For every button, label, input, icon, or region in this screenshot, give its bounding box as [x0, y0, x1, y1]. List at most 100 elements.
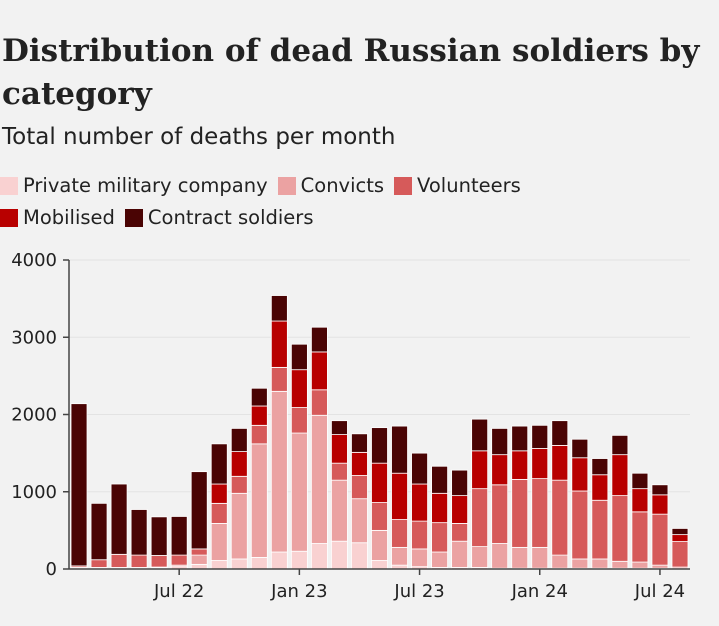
bar-segment-convicts-22: [511, 546, 529, 569]
bar-segment-contract-soldiers-13: [331, 420, 348, 435]
bar-segment-private-military-company-15: [371, 560, 388, 570]
bar-segment-contract-soldiers-15: [371, 427, 388, 464]
bar-segment-mobilised-10: [270, 320, 288, 368]
legend-label-private-military-company: Private military company: [23, 174, 268, 197]
bar-segment-volunteers-9: [250, 424, 268, 445]
legend-swatch-private-military-company: [0, 177, 18, 195]
bar-segment-contract-soldiers-18: [431, 465, 448, 494]
bar-segment-convicts-8: [230, 492, 248, 560]
bar-segment-contract-soldiers-8: [230, 428, 248, 452]
bar-segment-private-military-company-7: [210, 560, 228, 570]
bar-segment-volunteers-11: [290, 407, 308, 434]
bar-segment-contract-soldiers-19: [451, 469, 469, 497]
bar-segment-private-military-company-9: [250, 557, 268, 570]
bar-segment-mobilised-30: [671, 534, 689, 542]
bar-segment-contract-soldiers-14: [351, 433, 368, 453]
bar-segment-mobilised-17: [411, 483, 428, 522]
bar-segment-mobilised-8: [230, 451, 248, 477]
bar-segment-private-military-company-11: [290, 550, 308, 570]
legend-label-volunteers: Volunteers: [417, 174, 521, 197]
bar-segment-convicts-9: [250, 443, 268, 558]
bar-segment-convicts-19: [451, 540, 469, 568]
bar-segment-mobilised-14: [351, 451, 368, 476]
bar-segment-contract-soldiers-3: [130, 509, 148, 556]
bar-segment-mobilised-23: [531, 448, 549, 480]
y-tick-label-1000: 1000: [11, 482, 57, 503]
bar-segment-convicts-24: [551, 554, 569, 569]
legend-swatch-contract-soldiers: [124, 209, 143, 227]
bar-segment-convicts-17: [411, 548, 428, 568]
y-tick-label-2000: 2000: [11, 405, 57, 426]
bar-segment-private-military-company-12: [311, 543, 328, 570]
bar-segment-volunteers-30: [671, 541, 689, 568]
bar-segment-mobilised-27: [611, 454, 629, 497]
bar-segment-volunteers-18: [431, 522, 448, 553]
bar-segment-volunteers-15: [371, 502, 388, 531]
bar-segment-volunteers-17: [411, 520, 428, 550]
bar-segment-contract-soldiers-1: [90, 502, 108, 561]
bar-segment-convicts-16: [391, 546, 408, 566]
bar-segment-mobilised-21: [491, 454, 509, 486]
bar-segment-convicts-27: [611, 560, 629, 569]
stacked-bar-chart: 0 1000 2000 3000 4000 Jul 22 Jan 23 Jul 23 Jan 2…: [11, 250, 690, 602]
bar-segment-convicts-25: [571, 558, 589, 569]
bar-segment-private-military-company-10: [270, 551, 288, 570]
x-tick-label-11: Jan 23: [270, 581, 327, 602]
bar-segment-contract-soldiers-2: [110, 483, 128, 555]
x-tick-label-29: Jul 24: [634, 581, 685, 602]
bar-segment-mobilised-16: [391, 472, 408, 520]
bar-segment-convicts-18: [431, 551, 448, 568]
bar-segment-convicts-14: [351, 498, 368, 544]
bar-segment-contract-soldiers-25: [571, 438, 589, 459]
legend-swatch-convicts: [277, 177, 296, 195]
bar-segment-contract-soldiers-4: [150, 516, 168, 556]
bar-segment-convicts-12: [311, 414, 328, 544]
bar-segment-mobilised-20: [471, 450, 489, 490]
bar-segment-contract-soldiers-17: [411, 452, 428, 485]
bar-segment-mobilised-7: [210, 483, 228, 504]
bar-segment-contract-soldiers-16: [391, 425, 408, 474]
bar-segment-contract-soldiers-0: [70, 403, 88, 567]
bar-segment-mobilised-29: [651, 494, 669, 515]
legend-item-volunteers: Volunteers: [394, 174, 521, 198]
legend-label-mobilised: Mobilised: [23, 206, 115, 229]
bar-segment-contract-soldiers-23: [531, 424, 549, 449]
bar-segment-private-military-company-8: [230, 558, 248, 570]
bar-segment-contract-soldiers-26: [591, 458, 609, 476]
bar-segment-convicts-15: [371, 529, 388, 561]
bar-segment-mobilised-19: [451, 495, 469, 524]
x-tick-label-5: Jul 22: [153, 581, 204, 602]
bar-segment-contract-soldiers-20: [471, 418, 489, 452]
bar-segment-convicts-7: [210, 523, 228, 561]
chart-legend: Private military company Convicts Volunt…: [0, 174, 715, 230]
bar-segment-convicts-23: [531, 546, 549, 569]
bar-segment-volunteers-24: [551, 479, 569, 556]
bar-segment-contract-soldiers-7: [210, 443, 228, 485]
bar-segment-volunteers-13: [331, 462, 348, 481]
legend-label-contract-soldiers: Contract soldiers: [147, 206, 314, 229]
bar-segment-volunteers-4: [150, 555, 168, 568]
bar-segment-mobilised-12: [311, 351, 328, 391]
bar-segment-volunteers-19: [451, 523, 469, 542]
bar-segment-contract-soldiers-28: [631, 472, 649, 490]
bar-segment-mobilised-11: [290, 369, 308, 408]
y-tick-label-0: 0: [46, 559, 57, 580]
bar-segment-mobilised-9: [250, 405, 268, 426]
bar-segment-convicts-28: [631, 561, 649, 569]
bar-segment-volunteers-2: [110, 553, 128, 568]
bar-segment-mobilised-25: [571, 457, 589, 492]
bar-segment-volunteers-5: [170, 554, 188, 566]
bar-segment-contract-soldiers-5: [170, 516, 188, 556]
legend-label-convicts: Convicts: [300, 174, 385, 197]
bar-segment-mobilised-22: [511, 450, 529, 480]
bar-segment-volunteers-12: [311, 389, 328, 416]
bar-segment-convicts-21: [491, 543, 509, 569]
bar-segment-volunteers-3: [130, 554, 148, 568]
bar-segment-volunteers-22: [511, 478, 529, 548]
legend-item-convicts: Convicts: [277, 174, 385, 198]
bar-segment-convicts-10: [270, 390, 288, 553]
bars: [70, 295, 689, 570]
bar-segment-contract-soldiers-6: [190, 471, 208, 550]
legend-swatch-volunteers: [394, 177, 413, 195]
bar-segment-contract-soldiers-10: [270, 295, 288, 322]
